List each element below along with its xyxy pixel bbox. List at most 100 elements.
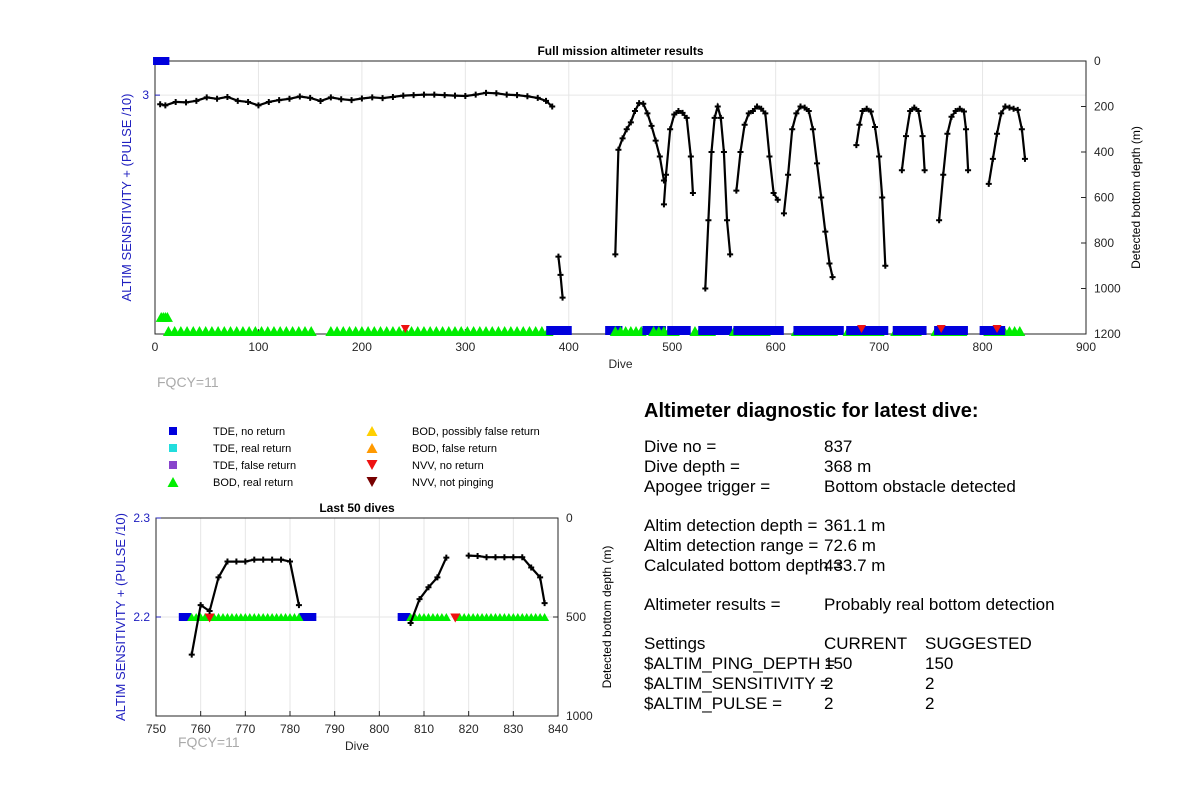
detection-range-label: Altim detection range =: [644, 536, 819, 555]
last50-ylabel-right: Detected bottom depth (m): [600, 546, 614, 689]
setting-name: $ALTIM_PING_DEPTH =: [644, 654, 835, 673]
tde-no-return-marker: [706, 326, 716, 335]
main-x-tick-label: 200: [352, 340, 372, 354]
bottom-depth-point: [296, 93, 303, 100]
last50-x-tick-label: 840: [548, 722, 568, 736]
bottom-depth-point: [989, 155, 996, 162]
bottom-depth-point: [358, 95, 365, 102]
bod-real-return-marker: [1014, 326, 1026, 336]
bottom-depth-point: [251, 556, 258, 563]
main-plot: 0 100 200 300 400 500 600 700 800 900 0 200 400 600 80…: [119, 44, 1143, 390]
bottom-depth-point: [286, 95, 293, 102]
bottom-depth-point: [805, 108, 812, 115]
legend-label-bod-real-return: BOD, real return: [213, 477, 293, 489]
bottom-depth-line: [614, 101, 665, 255]
bottom-depth-point: [683, 114, 690, 121]
last50-right-tick-label: 1000: [566, 709, 593, 723]
bottom-depth-point: [462, 93, 469, 100]
tde-no-return-marker: [854, 326, 864, 335]
tde-no-return-marker: [714, 326, 724, 335]
bottom-depth-point: [420, 91, 427, 98]
bottom-depth-point: [749, 108, 756, 115]
bottom-depth-point: [915, 108, 922, 115]
setting-name: $ALTIM_SENSITIVITY =: [644, 674, 830, 693]
bottom-depth-point: [733, 187, 740, 194]
tde-no-return-marker: [950, 326, 960, 335]
legend-label-nvv-no-return: NVV, no return: [412, 460, 484, 472]
bod-real-return-marker: [161, 311, 173, 322]
bottom-depth-point: [853, 142, 860, 149]
bottom-depth-point: [903, 133, 910, 140]
bottom-depth-point: [287, 558, 293, 565]
legend-marker-tde-real-return: [169, 444, 177, 452]
bottom-depth-line: [855, 107, 887, 266]
nvv-no-return-marker: [204, 613, 215, 623]
bottom-depth-point: [714, 103, 721, 110]
results-value: Probably real bottom detection: [824, 595, 1055, 614]
setting-suggested: 150: [925, 654, 954, 673]
results-row: Altimeter results = Probably real bottom…: [644, 595, 1184, 615]
bottom-depth-point: [172, 98, 179, 105]
main-x-tick-label: 700: [869, 340, 889, 354]
tde-no-return-marker: [909, 326, 919, 335]
bottom-depth-point: [826, 260, 833, 267]
diagnostic-title: Altimeter diagnostic for latest dive:: [644, 400, 979, 422]
bottom-depth-point: [921, 167, 928, 174]
main-right-tick-label: 600: [1094, 191, 1114, 205]
suggested-label: SUGGESTED: [925, 634, 1032, 653]
tde-no-return-marker: [917, 326, 927, 335]
main-x-tick-label: 100: [248, 340, 268, 354]
detection-depth-label: Altim detection depth =: [644, 516, 818, 535]
last50-x-tick-label: 750: [146, 722, 166, 736]
bottom-depth-point: [492, 554, 499, 561]
legend-label-tde-real-return: TDE, real return: [213, 443, 291, 455]
tde-no-return-marker: [766, 326, 776, 335]
bottom-depth-point: [871, 123, 878, 130]
bottom-depth-point: [612, 251, 619, 258]
tde-no-return-marker: [183, 613, 192, 621]
tde-no-return-marker: [958, 326, 968, 335]
bottom-depth-point: [425, 584, 432, 591]
main-ylabel-left: ALTIM SENSITIVITY + (PULSE /10): [119, 94, 134, 302]
tde-no-return-marker: [862, 326, 872, 335]
tde-no-return-marker: [934, 326, 944, 335]
main-right-tick-label: 1200: [1094, 327, 1121, 341]
main-x-tick-label: 0: [152, 340, 159, 354]
last50-x-tick-label: 810: [414, 722, 434, 736]
last50-ylabel-left: ALTIM SENSITIVITY + (PULSE /10): [113, 513, 128, 721]
bottom-depth-point: [541, 600, 548, 607]
bottom-depth-point: [260, 556, 267, 563]
bottom-depth-point: [960, 108, 967, 115]
tde-no-return-marker: [674, 326, 684, 335]
bottom-depth-point: [410, 92, 417, 99]
bottom-depth-point: [434, 574, 441, 581]
tde-no-return-marker: [793, 326, 803, 335]
bottom-depth-point: [157, 101, 164, 108]
last50-right-tick-label: 500: [566, 610, 586, 624]
bottom-depth-point: [233, 558, 240, 565]
main-x-tick-label: 800: [973, 340, 993, 354]
tde-no-return-marker: [758, 326, 768, 335]
tde-no-return-marker: [656, 326, 666, 335]
bottom-depth-point: [224, 93, 231, 100]
last50-right-tick-label: 0: [566, 511, 573, 525]
bottom-depth-point: [689, 189, 696, 196]
tde-no-return-marker: [299, 613, 308, 621]
legend-marker-bod-possibly-false-return: [366, 426, 378, 436]
bottom-depth-point: [483, 89, 490, 96]
nvv-no-return-marker: [992, 324, 1002, 334]
setting-row: $ALTIM_PING_DEPTH = 150 150: [644, 654, 1184, 674]
bottom-depth-point: [644, 110, 651, 117]
bottom-depth-point: [1018, 126, 1025, 133]
last50-xlabel: Dive: [345, 739, 369, 753]
bottom-depth-point: [876, 153, 883, 160]
tde-no-return-marker: [809, 326, 819, 335]
bottom-depth-point: [940, 171, 947, 178]
bottom-depth-point: [327, 94, 334, 101]
tde-no-return-marker: [605, 326, 615, 335]
tde-no-return-marker: [879, 326, 889, 335]
bottom-depth-point: [557, 271, 564, 278]
setting-suggested: 2: [925, 694, 935, 713]
legend-marker-nvv-not-pinging: [366, 477, 378, 487]
